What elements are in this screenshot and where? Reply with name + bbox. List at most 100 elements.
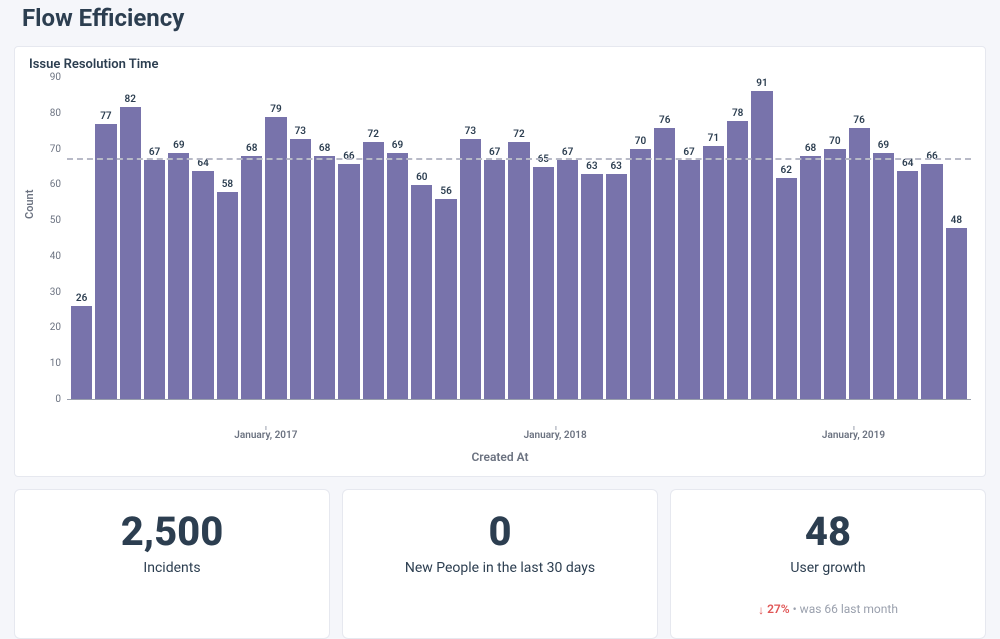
bar[interactable]: 65 bbox=[533, 78, 554, 399]
bar[interactable]: 70 bbox=[630, 78, 651, 399]
bar-value-label: 77 bbox=[100, 111, 111, 122]
trend-down-icon: ↓ 27% bbox=[758, 602, 790, 616]
bar-rect bbox=[946, 228, 967, 399]
bar[interactable]: 69 bbox=[873, 78, 894, 399]
bar-rect bbox=[144, 160, 165, 399]
x-tick: January, 2019 bbox=[822, 430, 885, 441]
bar-rect bbox=[703, 146, 724, 399]
bar[interactable]: 68 bbox=[241, 78, 262, 399]
bar-value-label: 69 bbox=[173, 140, 184, 151]
bar-rect bbox=[168, 153, 189, 399]
page-title: Flow Efficiency bbox=[22, 4, 986, 32]
bar-value-label: 67 bbox=[149, 147, 160, 158]
y-tick: 90 bbox=[50, 73, 61, 83]
bar[interactable]: 69 bbox=[387, 78, 408, 399]
bar-value-label: 68 bbox=[246, 143, 257, 154]
bar[interactable]: 72 bbox=[363, 78, 384, 399]
y-tick: 0 bbox=[55, 395, 61, 405]
bar-rect bbox=[581, 174, 602, 399]
metric-label: New People in the last 30 days bbox=[357, 560, 643, 576]
bar-rect bbox=[630, 149, 651, 399]
bar-value-label: 73 bbox=[465, 126, 476, 137]
bar-rect bbox=[387, 153, 408, 399]
bar-value-label: 69 bbox=[878, 140, 889, 151]
bar[interactable]: 62 bbox=[776, 78, 797, 399]
metrics-row: 2,500 Incidents 0 New People in the last… bbox=[14, 489, 986, 639]
bar-value-label: 67 bbox=[489, 147, 500, 158]
bar-rect bbox=[606, 174, 627, 399]
bar[interactable]: 73 bbox=[290, 78, 311, 399]
bar[interactable]: 67 bbox=[144, 78, 165, 399]
bar-value-label: 62 bbox=[781, 165, 792, 176]
bar-rect bbox=[727, 121, 748, 399]
bar-value-label: 48 bbox=[951, 215, 962, 226]
bar[interactable]: 66 bbox=[921, 78, 942, 399]
metric-label: Incidents bbox=[29, 560, 315, 576]
bar[interactable]: 68 bbox=[800, 78, 821, 399]
bar-rect bbox=[435, 199, 456, 399]
bar-value-label: 91 bbox=[756, 78, 767, 89]
bar[interactable]: 67 bbox=[678, 78, 699, 399]
bar[interactable]: 72 bbox=[508, 78, 529, 399]
bar-value-label: 73 bbox=[295, 126, 306, 137]
bar[interactable]: 91 bbox=[751, 78, 772, 399]
bar-rect bbox=[411, 185, 432, 399]
bar[interactable]: 64 bbox=[897, 78, 918, 399]
bar[interactable]: 63 bbox=[606, 78, 627, 399]
bar-rect bbox=[654, 128, 675, 399]
metric-value: 48 bbox=[685, 510, 971, 554]
bar-rect bbox=[678, 160, 699, 399]
bar[interactable]: 56 bbox=[435, 78, 456, 399]
bar[interactable]: 68 bbox=[314, 78, 335, 399]
bar-rect bbox=[460, 139, 481, 399]
bar[interactable]: 78 bbox=[727, 78, 748, 399]
y-tick: 20 bbox=[50, 323, 61, 333]
bar-value-label: 26 bbox=[76, 293, 87, 304]
bar[interactable]: 79 bbox=[265, 78, 286, 399]
metric-card-new-people: 0 New People in the last 30 days bbox=[342, 489, 658, 639]
bar-value-label: 69 bbox=[392, 140, 403, 151]
bar-rect bbox=[241, 156, 262, 399]
bar[interactable]: 63 bbox=[581, 78, 602, 399]
bar[interactable]: 66 bbox=[338, 78, 359, 399]
y-tick: 30 bbox=[50, 288, 61, 298]
bar-rect bbox=[508, 142, 529, 399]
y-tick: 50 bbox=[50, 216, 61, 226]
bar-value-label: 70 bbox=[635, 136, 646, 147]
bar-value-label: 76 bbox=[659, 115, 670, 126]
bar[interactable]: 71 bbox=[703, 78, 724, 399]
bar-rect bbox=[776, 178, 797, 399]
y-tick: 10 bbox=[50, 359, 61, 369]
bar[interactable]: 69 bbox=[168, 78, 189, 399]
bar[interactable]: 48 bbox=[946, 78, 967, 399]
bar[interactable]: 67 bbox=[484, 78, 505, 399]
bar-value-label: 60 bbox=[416, 172, 427, 183]
bar[interactable]: 58 bbox=[217, 78, 238, 399]
metric-label: User growth bbox=[685, 560, 971, 576]
bar-rect bbox=[873, 153, 894, 399]
bar-rect bbox=[557, 160, 578, 399]
chart-bars: 2677826769645868797368667269605673677265… bbox=[67, 78, 971, 399]
bar-value-label: 82 bbox=[125, 94, 136, 105]
bar[interactable]: 67 bbox=[557, 78, 578, 399]
y-tick: 40 bbox=[50, 252, 61, 262]
bar[interactable]: 76 bbox=[654, 78, 675, 399]
bar[interactable]: 77 bbox=[95, 78, 116, 399]
bar[interactable]: 76 bbox=[849, 78, 870, 399]
bar-value-label: 78 bbox=[732, 108, 743, 119]
bar-value-label: 58 bbox=[222, 179, 233, 190]
bar[interactable]: 60 bbox=[411, 78, 432, 399]
bar-rect bbox=[824, 149, 845, 399]
delta-previous-text: was 66 last month bbox=[800, 602, 898, 616]
bar[interactable]: 82 bbox=[120, 78, 141, 399]
y-tick: 80 bbox=[50, 109, 61, 119]
metric-value: 0 bbox=[357, 510, 643, 554]
bar-value-label: 72 bbox=[513, 129, 524, 140]
bar[interactable]: 64 bbox=[192, 78, 213, 399]
bar-value-label: 63 bbox=[586, 161, 597, 172]
bar-rect bbox=[338, 164, 359, 399]
bar[interactable]: 70 bbox=[824, 78, 845, 399]
bar[interactable]: 73 bbox=[460, 78, 481, 399]
bar-rect bbox=[800, 156, 821, 399]
bar[interactable]: 26 bbox=[71, 78, 92, 399]
